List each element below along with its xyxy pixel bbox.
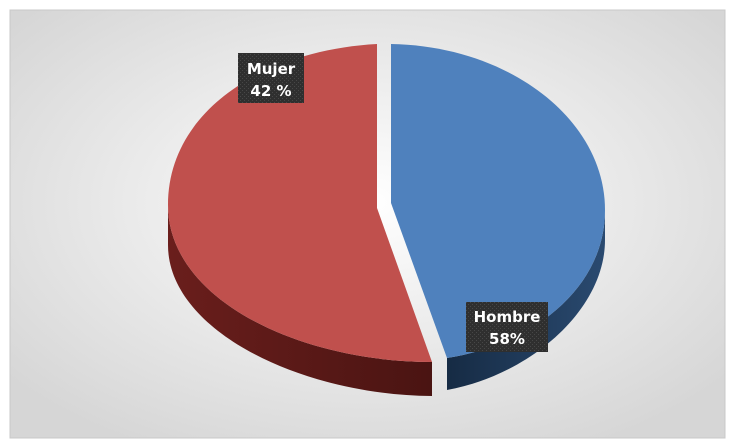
data-label-mujer-value: 42 % <box>250 82 291 100</box>
pie-slice-mujer-side <box>168 205 432 396</box>
pie-slice-mujer <box>168 44 432 362</box>
pie-slice-hombre-side <box>447 210 605 390</box>
pie-slice-hombre <box>391 44 605 358</box>
data-label-mujer-name: Mujer <box>247 60 296 78</box>
data-label-hombre-value: 58% <box>489 330 525 348</box>
data-label-hombre-name: Hombre <box>474 308 541 326</box>
data-label-mujer: Mujer 42 % <box>238 53 304 103</box>
data-label-hombre: Hombre 58% <box>466 302 548 352</box>
